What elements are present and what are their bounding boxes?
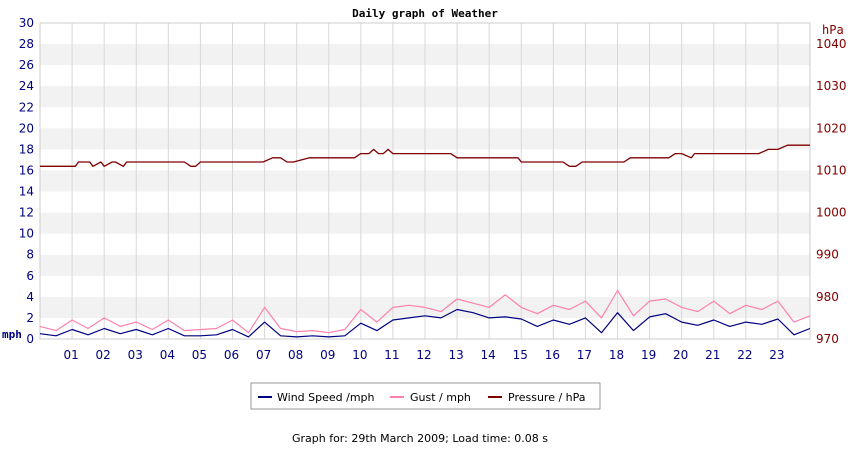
right-tick-label: 990 — [816, 248, 839, 262]
right-tick-label: 1010 — [816, 163, 847, 177]
plot-area — [39, 22, 811, 340]
x-tick-label: 18 — [609, 348, 624, 362]
x-tick-label: 10 — [352, 348, 367, 362]
series-layer — [39, 144, 811, 338]
legend-label-pressure: Pressure / hPa — [508, 391, 586, 404]
left-tick-label: 20 — [19, 121, 34, 135]
x-tick-label: 13 — [448, 348, 463, 362]
x-tick-label: 22 — [737, 348, 752, 362]
series-line-pressure — [40, 144, 810, 167]
left-tick-label: 18 — [19, 142, 34, 156]
right-tick-label: 980 — [816, 290, 839, 304]
x-tick-label: 12 — [416, 348, 431, 362]
x-tick-label: 20 — [673, 348, 688, 362]
x-tick-label: 05 — [192, 348, 207, 362]
footer-text: Graph for: 29th March 2009; Load time: 0… — [292, 432, 548, 445]
legend-box — [250, 382, 601, 410]
x-tick-label: 15 — [513, 348, 528, 362]
left-tick-label: 24 — [19, 79, 34, 93]
right-tick-label: 1030 — [816, 79, 847, 93]
x-tick-label: 17 — [577, 348, 592, 362]
x-tick-label: 06 — [224, 348, 239, 362]
x-tick-label: 01 — [63, 348, 78, 362]
left-tick-label: 26 — [19, 58, 34, 72]
left-tick-label: 6 — [26, 269, 34, 283]
left-tick-label: 2 — [26, 311, 34, 325]
left-tick-label: 12 — [19, 206, 34, 220]
legend: Wind Speed /mph Gust / mph Pressure / hP… — [250, 382, 601, 410]
x-tick-label: 07 — [256, 348, 271, 362]
legend-label-gust: Gust / mph — [410, 391, 471, 404]
right-axis-unit: hPa — [822, 23, 844, 37]
x-tick-label: 11 — [384, 348, 399, 362]
left-tick-label: 16 — [19, 163, 34, 177]
x-tick-label: 03 — [128, 348, 143, 362]
left-tick-label: 0 — [26, 332, 34, 346]
x-tick-label: 19 — [641, 348, 656, 362]
left-axis-unit: mph — [2, 328, 22, 341]
chart-title: Daily graph of Weather — [352, 7, 498, 20]
left-tick-label: 22 — [19, 100, 34, 114]
right-tick-label: 970 — [816, 332, 839, 346]
x-tick-label: 23 — [769, 348, 784, 362]
series-line-wind — [39, 308, 811, 338]
right-tick-label: 1040 — [816, 37, 847, 51]
left-tick-label: 30 — [19, 16, 34, 30]
left-tick-label: 14 — [19, 185, 34, 199]
right-tick-label: 1000 — [816, 206, 847, 220]
x-tick-label: 04 — [160, 348, 175, 362]
x-tick-label: 16 — [545, 348, 560, 362]
vertical-gridlines — [71, 23, 779, 339]
left-tick-label: 8 — [26, 248, 34, 262]
x-tick-label: 08 — [288, 348, 303, 362]
x-axis-ticks: 01 02 03 04 05 06 07 08 09 10 11 12 13 14 15 16 17 18 19 20… — [63, 348, 784, 362]
x-tick-label: 09 — [320, 348, 335, 362]
x-tick-label: 14 — [481, 348, 496, 362]
series-line-gust — [39, 289, 811, 334]
left-tick-label: 10 — [19, 227, 34, 241]
legend-label-wind-speed: Wind Speed /mph — [277, 391, 375, 404]
right-axis-ticks: 970 980 990 1000 1010 1020 1030 1040 — [816, 37, 847, 346]
left-tick-label: 28 — [19, 37, 34, 51]
x-tick-label: 02 — [96, 348, 111, 362]
right-tick-label: 1020 — [816, 121, 847, 135]
left-tick-label: 4 — [26, 290, 34, 304]
x-tick-label: 21 — [705, 348, 720, 362]
